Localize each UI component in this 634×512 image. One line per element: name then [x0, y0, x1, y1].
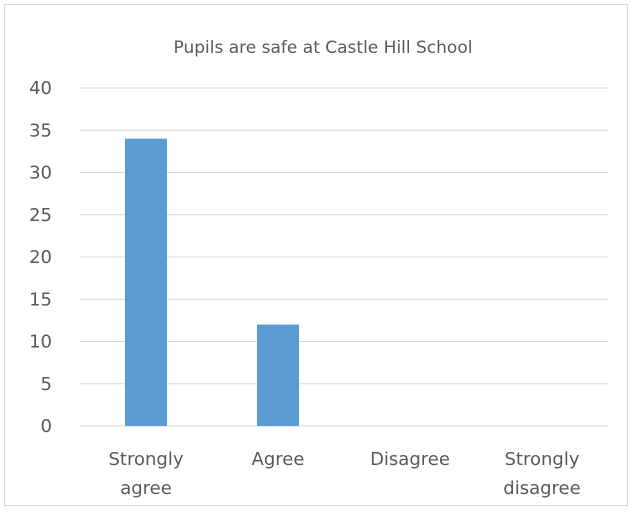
y-axis-ticks: 0 5 10 15 20 25 30 35 40 — [29, 78, 52, 437]
y-tick-label: 35 — [29, 120, 52, 141]
x-category-label: disagree — [503, 478, 580, 499]
y-tick-label: 20 — [29, 247, 52, 268]
x-category-label: agree — [120, 478, 172, 499]
gridlines — [80, 87, 608, 427]
bars — [125, 138, 299, 426]
x-axis-categories: Strongly agree Agree Disagree Strongly disagr… — [109, 449, 581, 499]
x-category-label: Strongly — [505, 449, 580, 470]
y-tick-label: 0 — [41, 416, 52, 437]
y-tick-label: 40 — [29, 78, 52, 99]
x-category-label: Disagree — [370, 449, 450, 470]
bar-agree — [257, 324, 299, 426]
y-tick-label: 25 — [29, 205, 52, 226]
x-category-label: Strongly — [109, 449, 184, 470]
bar-strongly-agree — [125, 138, 167, 426]
y-tick-label: 5 — [41, 374, 52, 395]
y-tick-label: 10 — [29, 332, 52, 353]
x-category-label: Agree — [252, 449, 305, 470]
y-tick-label: 30 — [29, 163, 52, 184]
y-tick-label: 15 — [29, 289, 52, 310]
chart-title: Pupils are safe at Castle Hill School — [174, 38, 473, 58]
